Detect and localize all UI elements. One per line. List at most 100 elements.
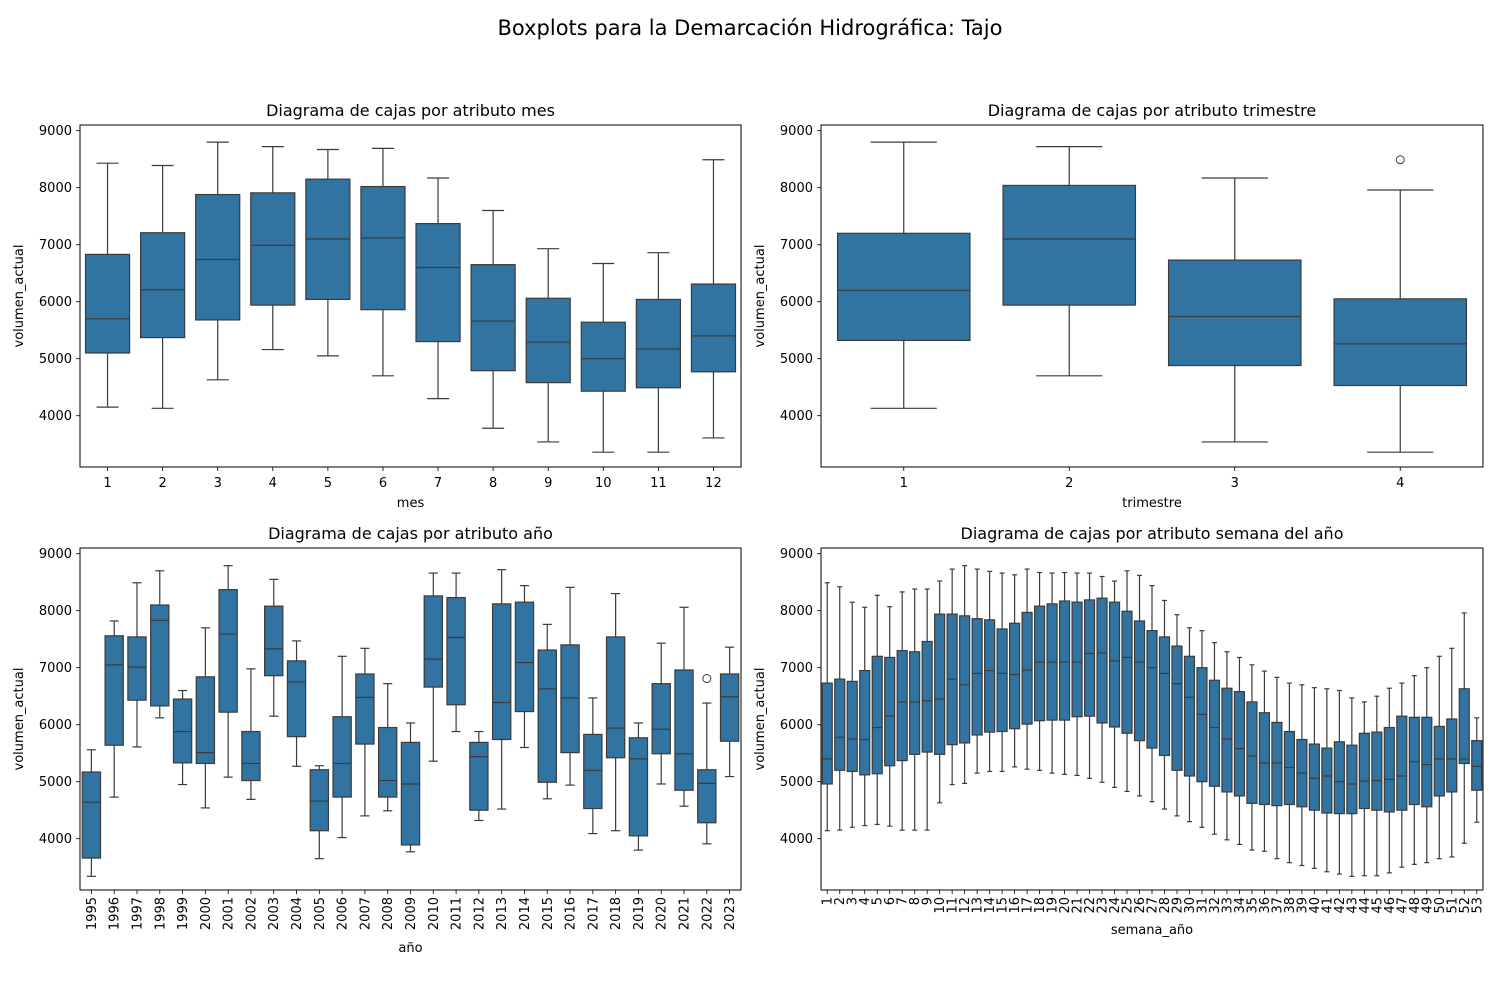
box-iqr	[896, 649, 908, 762]
box-9	[921, 588, 933, 831]
box-1998	[150, 570, 170, 719]
x-tick-label: 24	[1108, 897, 1123, 914]
x-tick-label: 12	[958, 897, 973, 914]
box-iqr	[605, 636, 626, 759]
box-iqr	[1183, 655, 1196, 777]
x-tick-label: 13	[971, 897, 986, 914]
x-tick-label: 2015	[541, 897, 556, 930]
box-2020	[651, 642, 671, 785]
x-tick-label: 4	[858, 897, 873, 905]
figure-title: Boxplots para la Demarcación Hidrográfic…	[497, 16, 1003, 40]
box-iqr	[81, 771, 102, 859]
box-iqr	[1396, 715, 1408, 811]
x-tick-label: 32	[1208, 897, 1223, 914]
box-16	[1009, 574, 1021, 768]
box-27	[1146, 585, 1158, 803]
box-2003	[264, 578, 284, 717]
box-46	[1383, 687, 1395, 874]
box-iqr	[139, 232, 186, 339]
box-iqr	[1383, 726, 1395, 813]
box-2010	[423, 572, 444, 762]
box-iqr	[195, 676, 216, 765]
x-tick-label: 21	[1071, 897, 1086, 914]
outlier-point	[1395, 155, 1405, 165]
box-8	[470, 209, 516, 429]
y-axis-label: volumen_actual	[12, 668, 27, 771]
box-22	[1083, 572, 1096, 779]
box-iqr	[1471, 740, 1483, 791]
box-6	[884, 606, 896, 827]
x-tick-label: 2014	[518, 897, 533, 930]
box-2011	[446, 572, 466, 733]
box-iqr	[583, 733, 603, 810]
x-tick-label: 10	[595, 476, 612, 491]
box-2000	[195, 627, 216, 809]
box-iqr	[127, 636, 147, 701]
box-2007	[355, 647, 375, 817]
x-tick-label: 3	[846, 897, 861, 905]
box-26	[1133, 574, 1146, 797]
box-iqr	[1071, 601, 1083, 718]
x-tick-label: 3	[1231, 476, 1239, 491]
y-tick-label: 5000	[39, 775, 72, 790]
box-9	[525, 248, 571, 443]
box-2008	[377, 683, 398, 812]
box-51	[1446, 647, 1458, 858]
x-tick-label: 5	[324, 476, 332, 491]
box-iqr	[1258, 712, 1271, 806]
box-1	[821, 582, 833, 832]
box-iqr	[400, 741, 421, 846]
box-iqr	[1221, 687, 1233, 793]
y-tick-label: 6000	[39, 295, 72, 310]
box-iqr	[697, 769, 717, 824]
y-axis-label: volumen_actual	[753, 668, 768, 771]
box-iqr	[446, 596, 466, 706]
box-iqr	[1021, 611, 1033, 725]
box-iqr	[84, 253, 131, 354]
x-axis-label: trimestre	[1122, 496, 1182, 511]
box-10	[934, 580, 946, 804]
box-45	[1371, 695, 1383, 877]
box-4	[250, 146, 296, 351]
y-tick-label: 4000	[39, 832, 72, 847]
x-tick-label: 52	[1458, 897, 1473, 914]
y-tick-label: 4000	[39, 409, 72, 424]
x-tick-label: 12	[705, 476, 722, 491]
box-2012	[469, 730, 489, 822]
box-iqr	[628, 737, 649, 837]
x-tick-label: 8	[489, 476, 497, 491]
box-iqr	[1058, 600, 1071, 721]
x-tick-label: 1996	[108, 897, 123, 930]
box-iqr	[309, 769, 330, 832]
box-iqr	[525, 297, 571, 384]
y-tick-label: 4000	[780, 832, 813, 847]
x-axis-label: mes	[397, 496, 425, 511]
box-iqr	[674, 669, 694, 791]
y-tick-label: 7000	[39, 661, 72, 676]
x-tick-label: 2005	[313, 897, 328, 930]
box-iqr	[834, 678, 846, 771]
box-3	[195, 141, 241, 381]
x-tick-label: 4	[269, 476, 277, 491]
box-12	[959, 565, 971, 785]
x-tick-label: 11	[650, 476, 667, 491]
x-axis-label: semana_año	[1111, 923, 1193, 938]
box-41	[1321, 688, 1333, 873]
box-iqr	[377, 726, 398, 798]
x-tick-label: 39	[1295, 897, 1310, 914]
x-tick-label: 2003	[267, 897, 282, 930]
x-tick-label: 14	[983, 897, 998, 914]
y-tick-label: 8000	[39, 604, 72, 619]
box-2	[1002, 146, 1137, 377]
x-tick-label: 4	[1396, 476, 1404, 491]
box-iqr	[846, 680, 858, 773]
y-tick-label: 9000	[39, 547, 72, 562]
box-iqr	[514, 601, 535, 713]
box-19	[1046, 572, 1058, 774]
box-33	[1221, 651, 1233, 841]
x-tick-label: 31	[1195, 897, 1210, 914]
x-tick-label: 22	[1083, 897, 1098, 914]
box-2	[834, 586, 846, 831]
box-iqr	[1308, 743, 1320, 811]
